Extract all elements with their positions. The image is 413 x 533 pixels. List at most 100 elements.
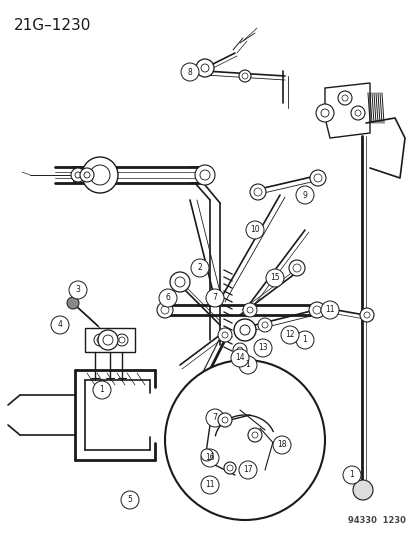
Circle shape	[175, 277, 185, 287]
Circle shape	[218, 328, 231, 342]
Circle shape	[201, 449, 212, 461]
Circle shape	[201, 449, 218, 467]
Circle shape	[90, 165, 110, 185]
Circle shape	[320, 301, 338, 319]
Text: 8: 8	[187, 68, 192, 77]
Circle shape	[230, 349, 248, 367]
Circle shape	[341, 95, 347, 101]
Circle shape	[254, 339, 271, 357]
Text: 18: 18	[277, 440, 286, 449]
Circle shape	[206, 409, 223, 427]
Text: 4: 4	[57, 320, 62, 329]
Circle shape	[67, 297, 79, 309]
Circle shape	[242, 73, 247, 79]
Circle shape	[195, 165, 214, 185]
Text: 12: 12	[285, 330, 294, 340]
Circle shape	[94, 334, 106, 346]
Circle shape	[247, 307, 252, 313]
Circle shape	[199, 170, 209, 180]
Text: 9: 9	[302, 190, 307, 199]
Circle shape	[221, 332, 228, 338]
Circle shape	[82, 157, 118, 193]
Circle shape	[238, 356, 256, 374]
Circle shape	[238, 461, 256, 479]
Circle shape	[233, 319, 255, 341]
Circle shape	[97, 337, 103, 343]
Text: 7: 7	[212, 414, 217, 423]
Text: 3: 3	[76, 286, 80, 295]
Circle shape	[51, 316, 69, 334]
Circle shape	[320, 109, 328, 117]
Circle shape	[161, 306, 169, 314]
Circle shape	[84, 172, 90, 178]
Circle shape	[221, 417, 228, 423]
Circle shape	[252, 432, 257, 438]
Text: 1: 1	[245, 360, 250, 369]
Circle shape	[75, 172, 81, 178]
Circle shape	[170, 272, 190, 292]
Circle shape	[354, 110, 360, 116]
Circle shape	[201, 476, 218, 494]
Text: 1: 1	[302, 335, 306, 344]
Circle shape	[350, 106, 364, 120]
Circle shape	[195, 59, 214, 77]
Circle shape	[223, 462, 235, 474]
Circle shape	[352, 480, 372, 500]
Circle shape	[242, 303, 256, 317]
Text: 1: 1	[349, 471, 354, 480]
Circle shape	[288, 260, 304, 276]
Circle shape	[238, 70, 250, 82]
Circle shape	[121, 491, 139, 509]
Circle shape	[363, 312, 369, 318]
Circle shape	[315, 104, 333, 122]
Text: 16: 16	[205, 454, 214, 463]
Text: 14: 14	[235, 353, 244, 362]
Circle shape	[103, 335, 113, 345]
Text: 1: 1	[100, 385, 104, 394]
Circle shape	[342, 466, 360, 484]
Circle shape	[218, 413, 231, 427]
Text: 13: 13	[258, 343, 267, 352]
Circle shape	[233, 343, 247, 357]
Text: 11: 11	[325, 305, 334, 314]
Text: 2: 2	[197, 263, 202, 272]
Circle shape	[157, 302, 173, 318]
Circle shape	[69, 281, 87, 299]
Circle shape	[337, 91, 351, 105]
Circle shape	[292, 264, 300, 272]
Circle shape	[295, 186, 313, 204]
Circle shape	[247, 428, 261, 442]
Circle shape	[257, 318, 271, 332]
Circle shape	[206, 289, 223, 307]
Circle shape	[119, 337, 125, 343]
Circle shape	[201, 64, 209, 72]
Text: 7: 7	[212, 294, 217, 303]
Circle shape	[308, 302, 324, 318]
Circle shape	[159, 289, 177, 307]
Circle shape	[261, 322, 267, 328]
Circle shape	[280, 326, 298, 344]
Text: 94330  1230: 94330 1230	[347, 516, 405, 525]
Circle shape	[254, 188, 261, 196]
Circle shape	[309, 170, 325, 186]
Text: 21G–1230: 21G–1230	[14, 18, 91, 33]
Circle shape	[80, 168, 94, 182]
Circle shape	[93, 381, 111, 399]
Circle shape	[165, 360, 324, 520]
Text: 11: 11	[205, 481, 214, 489]
Circle shape	[116, 334, 128, 346]
Circle shape	[240, 325, 249, 335]
Circle shape	[226, 465, 233, 471]
Circle shape	[71, 168, 85, 182]
Text: 6: 6	[165, 294, 170, 303]
Text: 5: 5	[127, 496, 132, 505]
Circle shape	[236, 347, 242, 353]
Circle shape	[312, 306, 320, 314]
Circle shape	[266, 269, 283, 287]
Circle shape	[313, 174, 321, 182]
Text: 17: 17	[242, 465, 252, 474]
Circle shape	[245, 221, 263, 239]
Circle shape	[98, 330, 118, 350]
Circle shape	[359, 308, 373, 322]
Circle shape	[272, 436, 290, 454]
